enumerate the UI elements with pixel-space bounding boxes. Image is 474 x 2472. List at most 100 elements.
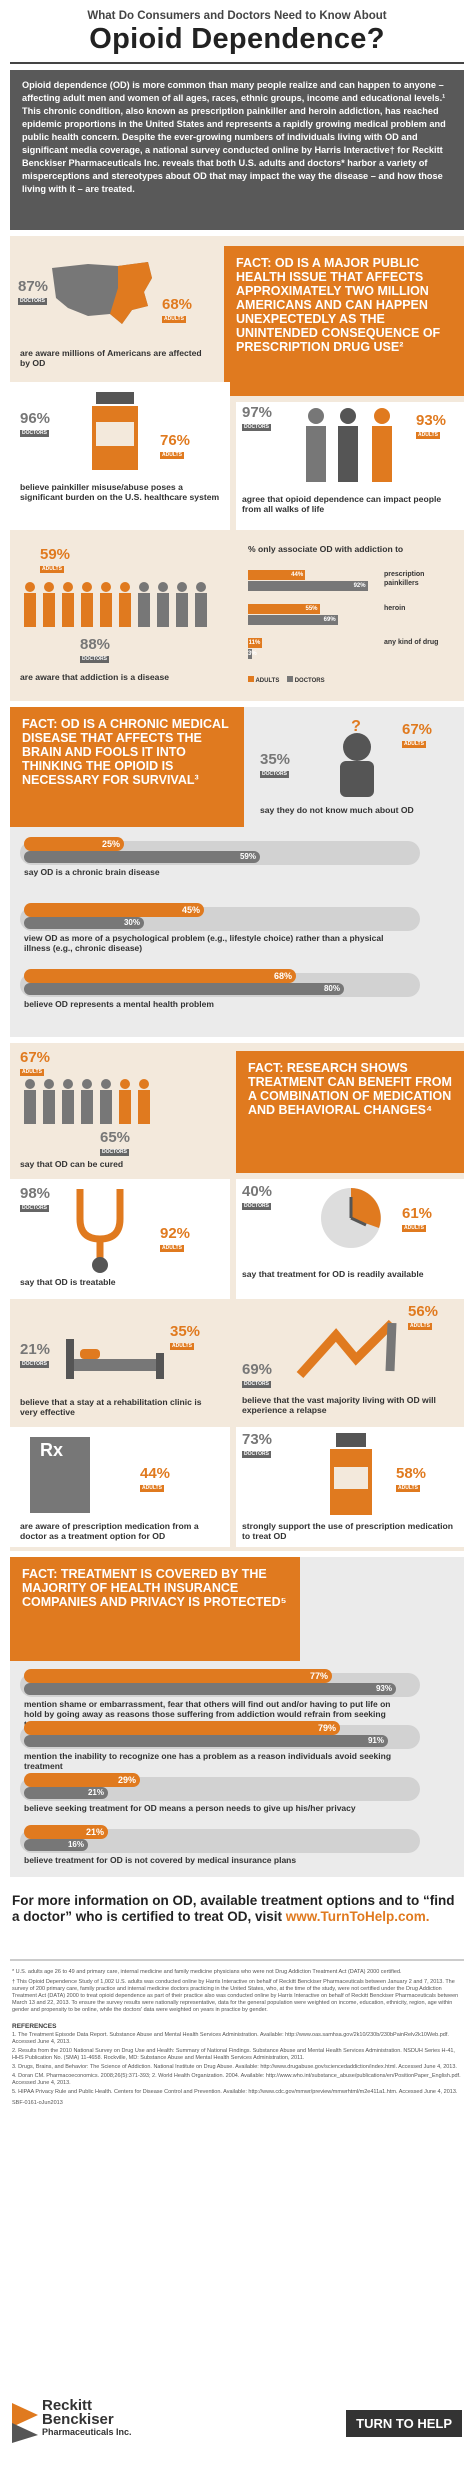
reference: 5. HIPAA Privacy Rule and Public Health.… xyxy=(12,2089,458,2095)
disease-adults-pct: 59% xyxy=(40,546,71,563)
references-title: REFERENCES xyxy=(12,2023,57,2030)
person-icon xyxy=(138,582,150,627)
reference: 4. Doran CM. Pharmacoeconomics. 2008;26(… xyxy=(12,2073,461,2086)
doctors-bar: 30% xyxy=(24,917,144,929)
person-icon xyxy=(81,582,93,627)
rx-adults-pct: 44% xyxy=(140,1465,171,1482)
document-code: SBF-0161-oJun2013 xyxy=(12,2100,63,2106)
person-icon xyxy=(119,1079,131,1124)
aware-adults-pct: 68% xyxy=(162,296,193,313)
logo-line1: Reckitt xyxy=(42,2397,93,2414)
doctors-tag: DOCTORS xyxy=(242,1381,271,1388)
person-icon xyxy=(62,1079,74,1124)
reference: 3. Drugs, Brains, and Behavior: The Scie… xyxy=(12,2064,457,2070)
section-treatment: 67% ADULTS 65% DOCTORS say that OD can b… xyxy=(10,1043,464,1551)
doctors-tag: DOCTORS xyxy=(18,298,47,305)
us-map-icon xyxy=(48,258,158,330)
painkiller-adults-pct: 76% xyxy=(160,432,191,449)
prescription-pad-icon: Rx xyxy=(30,1437,90,1513)
divider xyxy=(10,62,464,64)
assoc-doctors-bar: 3% xyxy=(248,649,257,659)
header-subtitle: What Do Consumers and Doctors Need to Kn… xyxy=(87,10,387,22)
intro-paragraph: Opioid dependence (OD) is more common th… xyxy=(10,70,464,230)
clock-icon xyxy=(316,1183,386,1255)
doctors-tag: DOCTORS xyxy=(242,1451,271,1458)
available-text: say that treatment for OD is readily ava… xyxy=(242,1269,424,1279)
person-icon xyxy=(176,582,188,627)
turn-to-help-logo: TURN TO HELP xyxy=(346,2410,462,2437)
row-text: view OD as more of a psychological probl… xyxy=(24,933,384,953)
doctors-tag: DOCTORS xyxy=(80,656,109,663)
assoc-row-label: prescription painkillers xyxy=(384,571,425,587)
turntohelp-link[interactable]: www.TurnToHelp.com. xyxy=(285,1909,430,1924)
people-group-icon xyxy=(296,406,406,488)
available-doctors-pct: 40% xyxy=(242,1183,273,1200)
doctors-tag: DOCTORS xyxy=(242,1203,271,1210)
assoc-doctors-bar: 69% xyxy=(248,615,338,625)
medicine-bottle-icon xyxy=(326,1433,376,1519)
section-chronic-disease: FACT: OD is a chronic medical disease th… xyxy=(10,707,464,1037)
support-cell: 73% DOCTORS 58% ADULTS strongly support … xyxy=(236,1427,464,1547)
available-cell: 40% DOCTORS 61% ADULTS say that treatmen… xyxy=(236,1179,464,1299)
walks-doctors-pct: 97% xyxy=(242,404,273,421)
legend-adults: ADULTS xyxy=(255,678,280,684)
cured-text: say that OD can be cured xyxy=(20,1159,124,1169)
insurance-rows: 93% 77% mention shame or embarrassment, fe… xyxy=(10,1665,464,1875)
assoc-row-label: heroin xyxy=(384,605,406,612)
row-text: believe treatment for OD is not covered … xyxy=(24,1855,297,1865)
adults-tag: ADULTS xyxy=(160,1245,184,1252)
painkiller-text: believe painkiller misuse/abuse poses a … xyxy=(20,482,220,502)
relapse-doctors-pct: 69% xyxy=(242,1361,273,1378)
doctors-bar: 93% xyxy=(24,1683,396,1695)
footnote: † This Opioid Dependence Study of 1,002 … xyxy=(12,1979,459,2013)
rehab-text: believe that a stay at a rehabilitation … xyxy=(20,1397,202,1417)
person-icon xyxy=(81,1079,93,1124)
assoc-adults-bar: 11% xyxy=(248,638,263,648)
support-doctors-pct: 73% xyxy=(242,1431,273,1448)
know-text: say they do not know much about OD xyxy=(260,805,414,815)
rehab-doctors-pct: 21% xyxy=(20,1341,51,1358)
row-text: believe seeking treatment for OD means a… xyxy=(24,1803,356,1813)
reckitt-logo-mark-icon xyxy=(12,2403,38,2443)
adults-bar: 29% xyxy=(24,1773,140,1787)
know-adults-pct: 67% xyxy=(402,721,433,738)
footnote: * U.S. adults age 26 to 49 and primary c… xyxy=(12,1969,402,1975)
rx-cell: Rx 44% ADULTS are aware of prescription … xyxy=(10,1427,230,1547)
aware-text: are aware millions of Americans are affe… xyxy=(20,348,202,368)
doctors-tag: DOCTORS xyxy=(260,771,289,778)
adults-tag: ADULTS xyxy=(170,1343,194,1350)
cured-doctors-pct: 65% xyxy=(100,1129,131,1146)
disease-text: are aware that addiction is a disease xyxy=(20,672,170,682)
relapse-arrow-icon xyxy=(296,1315,406,1387)
logo-line3: Pharmaceuticals Inc. xyxy=(42,2427,132,2437)
adults-tag: ADULTS xyxy=(160,452,184,459)
assoc-adults-bar: 55% xyxy=(248,604,320,614)
fact-2: FACT: OD is a chronic medical disease th… xyxy=(10,707,244,827)
divider xyxy=(10,1959,464,1961)
person-icon xyxy=(43,582,55,627)
treatable-doctors-pct: 98% xyxy=(20,1185,51,1202)
adults-tag: ADULTS xyxy=(396,1485,420,1492)
person-icon xyxy=(43,1079,55,1124)
row-text: say OD is a chronic brain disease xyxy=(24,867,160,877)
brain-rows: 59% 25% say OD is a chronic brain disease 3… xyxy=(10,833,464,1033)
fact-4: FACT: Treatment is covered by the majori… xyxy=(10,1557,300,1661)
people-row-icon xyxy=(20,580,220,632)
legend-adults-swatch xyxy=(248,676,254,682)
row-text: believe OD represents a mental health pr… xyxy=(24,999,214,1009)
person-icon xyxy=(138,1079,150,1124)
pill-bottle-icon xyxy=(90,392,140,474)
know-cell: ? 35% DOCTORS 67% ADULTS say they do not… xyxy=(250,717,464,827)
associate-chart: % only associate OD with addiction to 44… xyxy=(238,536,464,696)
adults-bar: 68% xyxy=(24,969,296,983)
footnotes: * U.S. adults age 26 to 49 and primary c… xyxy=(0,1969,474,2014)
aware-doctors-pct: 87% xyxy=(18,278,49,295)
cured-adults-pct: 67% xyxy=(20,1049,51,1066)
person-icon xyxy=(119,582,131,627)
person-icon xyxy=(24,1079,36,1124)
disease-cell: 59% ADULTS 88% DOCTORS are aware that ad… xyxy=(10,536,234,696)
doctors-bar: 80% xyxy=(24,983,344,995)
reckitt-logo: Reckitt Benckiser Pharmaceuticals Inc. xyxy=(12,2395,212,2455)
support-text: strongly support the use of prescription… xyxy=(242,1521,454,1541)
bed-icon xyxy=(66,1333,166,1385)
